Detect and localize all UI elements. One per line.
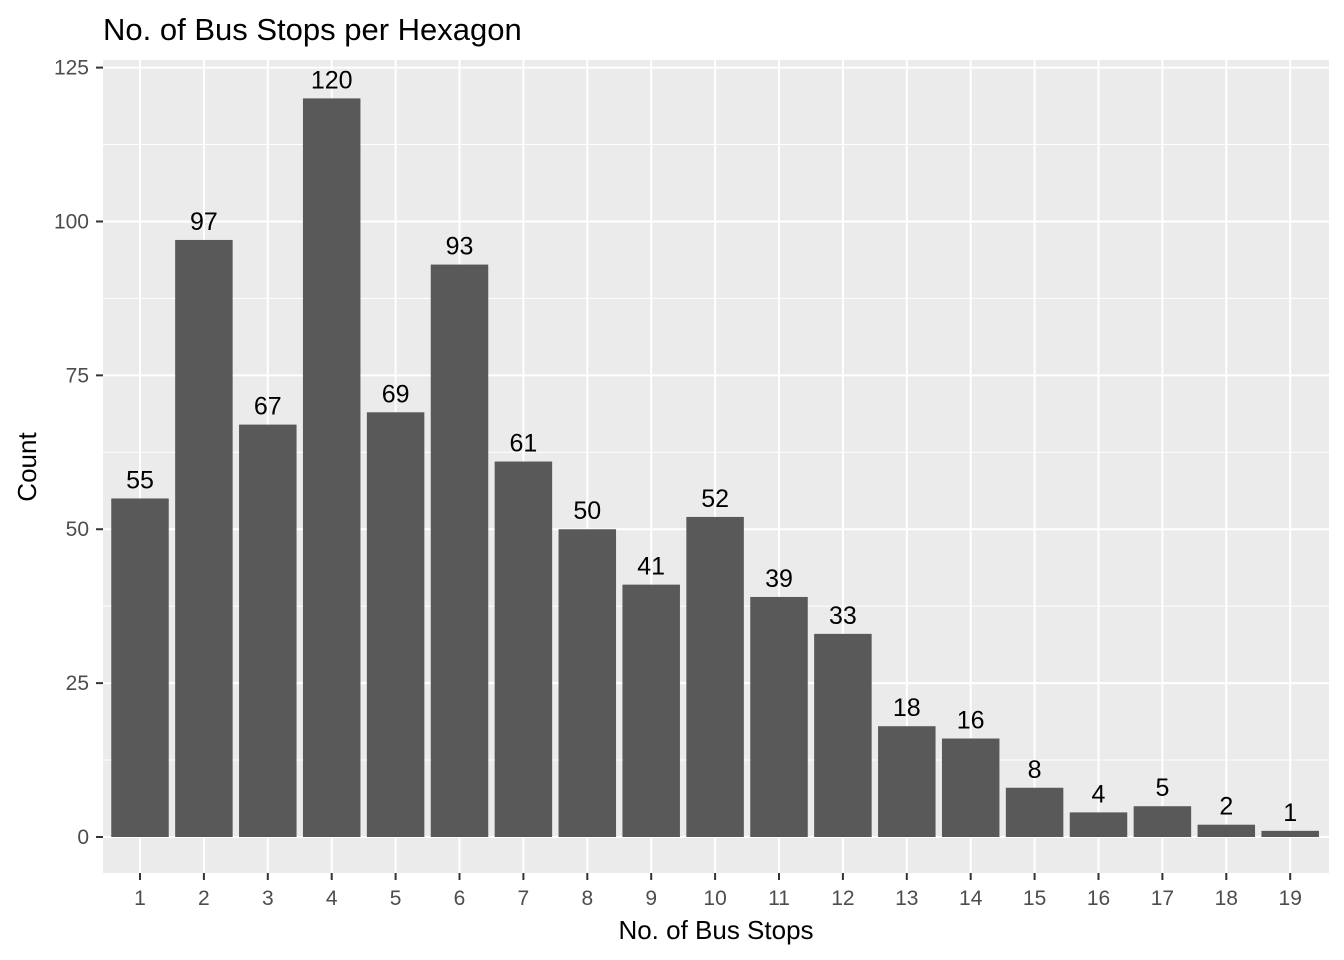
x-tick-label: 18 (1215, 887, 1238, 910)
bars (111, 98, 1319, 838)
x-tick-label: 5 (390, 887, 402, 910)
bar-6 (430, 264, 489, 837)
data-label-12: 33 (829, 602, 857, 630)
x-tick-label: 10 (703, 887, 726, 910)
data-label-9: 41 (637, 553, 665, 581)
data-label-13: 18 (893, 694, 921, 722)
bar-10 (686, 516, 744, 837)
x-tick-label: 15 (1023, 887, 1046, 910)
y-tick-label: 75 (66, 364, 89, 387)
x-axis: 1 2 3 4 5 6 7 8 9 10 11 12 13 14 15 16 17 18 19 (134, 873, 1302, 910)
x-tick-label: 16 (1087, 887, 1110, 910)
x-axis-title: No. of Bus Stops (618, 915, 813, 945)
y-tick-label: 50 (66, 518, 89, 541)
x-tick-label: 13 (895, 887, 918, 910)
x-tick-label: 14 (959, 887, 983, 910)
x-tick-label: 7 (518, 887, 530, 910)
bar-1 (111, 498, 169, 837)
x-tick-label: 9 (645, 887, 657, 910)
data-label-17: 5 (1155, 774, 1169, 802)
bar-14 (941, 738, 1000, 837)
data-label-3: 67 (254, 393, 282, 421)
bar-12 (814, 633, 872, 837)
data-label-10: 52 (701, 485, 729, 513)
data-label-1: 55 (126, 466, 154, 494)
x-tick-label: 8 (581, 887, 593, 910)
y-tick-label: 100 (54, 210, 89, 233)
bar-2 (175, 239, 233, 837)
bar-13 (878, 726, 936, 837)
data-label-18: 2 (1219, 793, 1233, 821)
bar-11 (750, 596, 808, 837)
x-tick-label: 3 (262, 887, 274, 910)
data-label-16: 4 (1092, 780, 1106, 808)
data-label-6: 93 (446, 233, 474, 261)
y-axis: 0 25 50 75 100 125 (54, 57, 103, 849)
data-label-7: 61 (509, 430, 537, 458)
bar-16 (1069, 812, 1128, 837)
data-label-15: 8 (1028, 756, 1042, 784)
x-tick-label: 19 (1279, 887, 1302, 910)
data-label-8: 50 (573, 497, 601, 525)
bar-18 (1197, 824, 1256, 837)
bar-5 (366, 412, 425, 837)
y-tick-label: 25 (66, 672, 89, 695)
bar-7 (494, 461, 553, 837)
x-tick-label: 4 (326, 887, 338, 910)
data-label-11: 39 (765, 565, 793, 593)
x-tick-label: 12 (831, 887, 854, 910)
data-label-19: 1 (1283, 799, 1297, 827)
data-label-4: 120 (311, 66, 353, 94)
data-label-14: 16 (957, 707, 985, 735)
x-tick-label: 17 (1151, 887, 1174, 910)
bar-19 (1261, 830, 1319, 837)
bar-3 (239, 424, 297, 837)
data-label-5: 69 (382, 380, 410, 408)
bar-15 (1005, 787, 1064, 837)
data-label-2: 97 (190, 208, 218, 236)
x-tick-label: 11 (768, 887, 790, 910)
bar-8 (558, 529, 617, 837)
x-tick-label: 1 (134, 887, 146, 910)
x-tick-label: 6 (454, 887, 466, 910)
bar-4 (302, 98, 361, 838)
chart-title: No. of Bus Stops per Hexagon (103, 12, 522, 47)
x-tick-label: 2 (198, 887, 210, 910)
bar-17 (1133, 806, 1192, 837)
y-axis-title: Count (12, 432, 42, 502)
y-tick-label: 0 (77, 826, 89, 849)
y-tick-label: 125 (54, 57, 89, 80)
bar-9 (622, 584, 680, 837)
